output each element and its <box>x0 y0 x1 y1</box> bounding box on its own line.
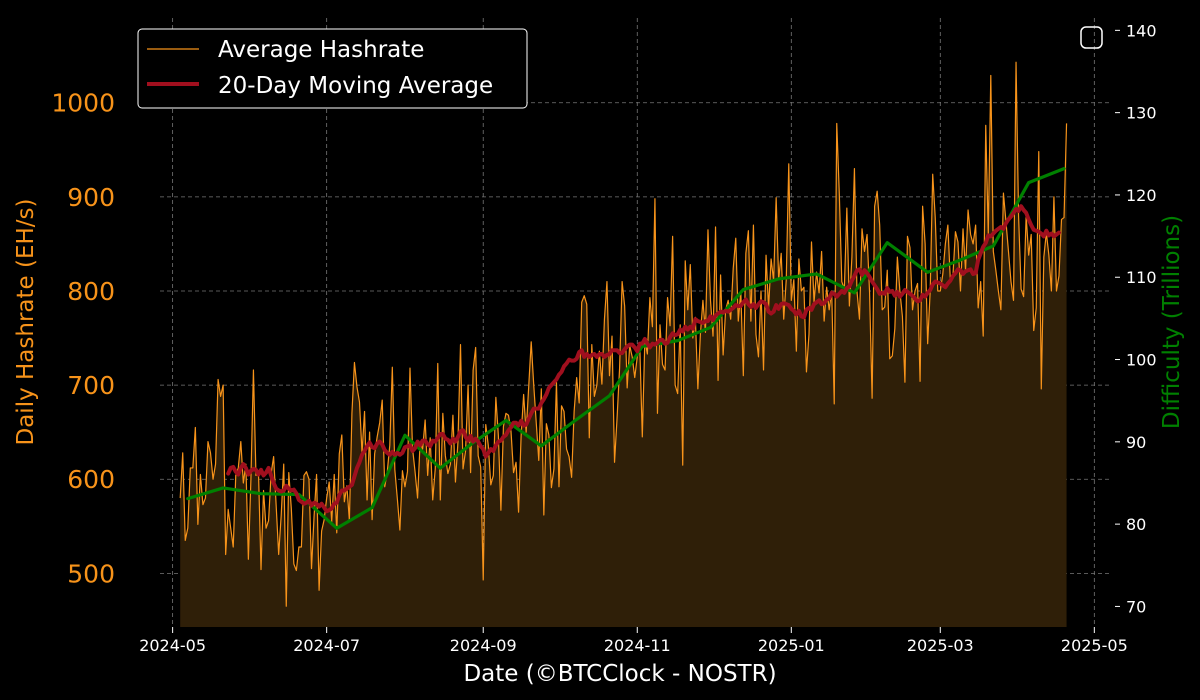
y-left-tick-label: 1000 <box>51 89 115 118</box>
x-tick-label: 2024-05 <box>139 636 206 655</box>
moving-average-series <box>226 204 1061 514</box>
x-tick-label: 2024-07 <box>293 636 360 655</box>
y-axis-right-label: Difficulty (Trillions) <box>1159 215 1185 429</box>
y-right-tick-label: 140 <box>1126 21 1157 40</box>
y-left-tick-label: 800 <box>67 277 115 306</box>
difficulty-line <box>186 167 1066 530</box>
x-tick-label: 2024-09 <box>450 636 517 655</box>
axes: 2024-05 2024-07 2024-09 2024-11 2025-01 2025-… <box>51 21 1156 655</box>
difficulty-series <box>186 167 1066 530</box>
y-right-tick-label: 130 <box>1126 104 1157 123</box>
legend-box <box>137 28 528 109</box>
x-axis-label: Date (©BTCClock - NOSTR) <box>463 661 776 687</box>
y-right-tick-label: 110 <box>1126 268 1157 287</box>
x-tick-label: 2025-05 <box>1061 636 1128 655</box>
legend-label-moving-average: 20-Day Moving Average <box>218 73 493 99</box>
hashrate-line <box>179 61 1068 607</box>
y-left-tick-label: 500 <box>67 559 115 588</box>
y-left-tick-label: 600 <box>67 465 115 494</box>
y-right-tick-label: 120 <box>1126 186 1157 205</box>
y-left-tick-label: 700 <box>67 371 115 400</box>
x-tick-label: 2024-11 <box>604 636 671 655</box>
y-right-tick-label: 90 <box>1126 433 1146 452</box>
moving-average-line <box>226 204 1061 514</box>
hashrate-series <box>179 61 1068 607</box>
x-tick-label: 2025-01 <box>758 636 825 655</box>
y-left-tick-label: 900 <box>67 183 115 212</box>
y-axis-left-label: Daily Hashrate (EH/s) <box>13 199 39 446</box>
legend-label-hashrate: Average Hashrate <box>218 37 424 63</box>
legend: Average Hashrate 20-Day Moving Average <box>137 28 528 109</box>
x-tick-label: 2025-03 <box>907 636 974 655</box>
y-right-tick-label: 70 <box>1126 597 1146 616</box>
checkbox-icon[interactable] <box>1080 26 1103 49</box>
y-right-tick-label: 80 <box>1126 515 1146 534</box>
y-right-tick-label: 100 <box>1126 351 1157 370</box>
